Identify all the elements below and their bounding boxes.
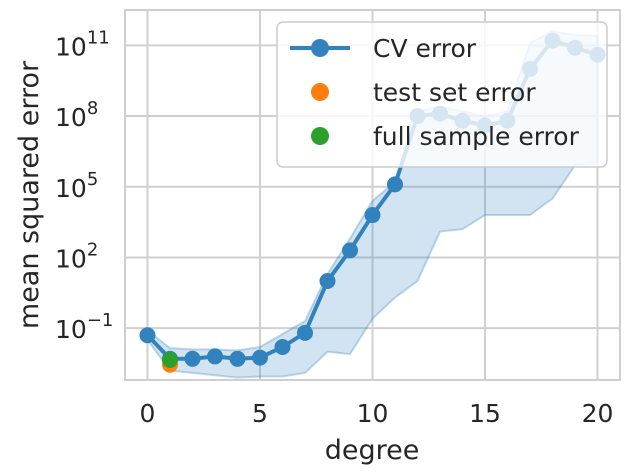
y-tick-label: 105 bbox=[55, 169, 98, 203]
legend-marker-swatch bbox=[311, 127, 329, 145]
legend-label: test set error bbox=[373, 78, 536, 107]
cv-error-point bbox=[387, 176, 403, 193]
full-sample-error-point bbox=[162, 351, 178, 368]
cv-error-point bbox=[364, 207, 381, 224]
x-tick-label: 5 bbox=[252, 399, 268, 428]
x-tick-label: 15 bbox=[469, 399, 501, 428]
legend-marker-swatch bbox=[311, 39, 329, 57]
y-tick-label: 1011 bbox=[55, 27, 110, 61]
y-tick-label: 10−1 bbox=[55, 310, 113, 344]
legend-box bbox=[276, 21, 608, 168]
y-tick-label: 108 bbox=[55, 98, 98, 132]
cv-error-point bbox=[342, 242, 358, 259]
cv-error-point bbox=[184, 350, 201, 367]
x-tick-label: 0 bbox=[140, 399, 156, 428]
y-axis-label: mean squared error bbox=[14, 60, 45, 329]
legend-label: full sample error bbox=[373, 122, 580, 151]
x-tick-label: 10 bbox=[357, 399, 389, 428]
x-tick-label: 20 bbox=[582, 399, 614, 428]
cv-error-point bbox=[139, 327, 156, 344]
x-axis-label: degree bbox=[325, 435, 420, 466]
cv-error-point bbox=[229, 350, 246, 367]
cv-error-point bbox=[319, 273, 336, 290]
cv-error-point bbox=[274, 339, 291, 356]
legend-marker-swatch bbox=[311, 83, 329, 101]
cv-error-point bbox=[297, 324, 313, 341]
legend-label: CV error bbox=[373, 34, 477, 63]
cv-error-point bbox=[207, 348, 223, 365]
cv-error-point bbox=[252, 349, 268, 366]
y-tick-label: 102 bbox=[55, 239, 98, 273]
